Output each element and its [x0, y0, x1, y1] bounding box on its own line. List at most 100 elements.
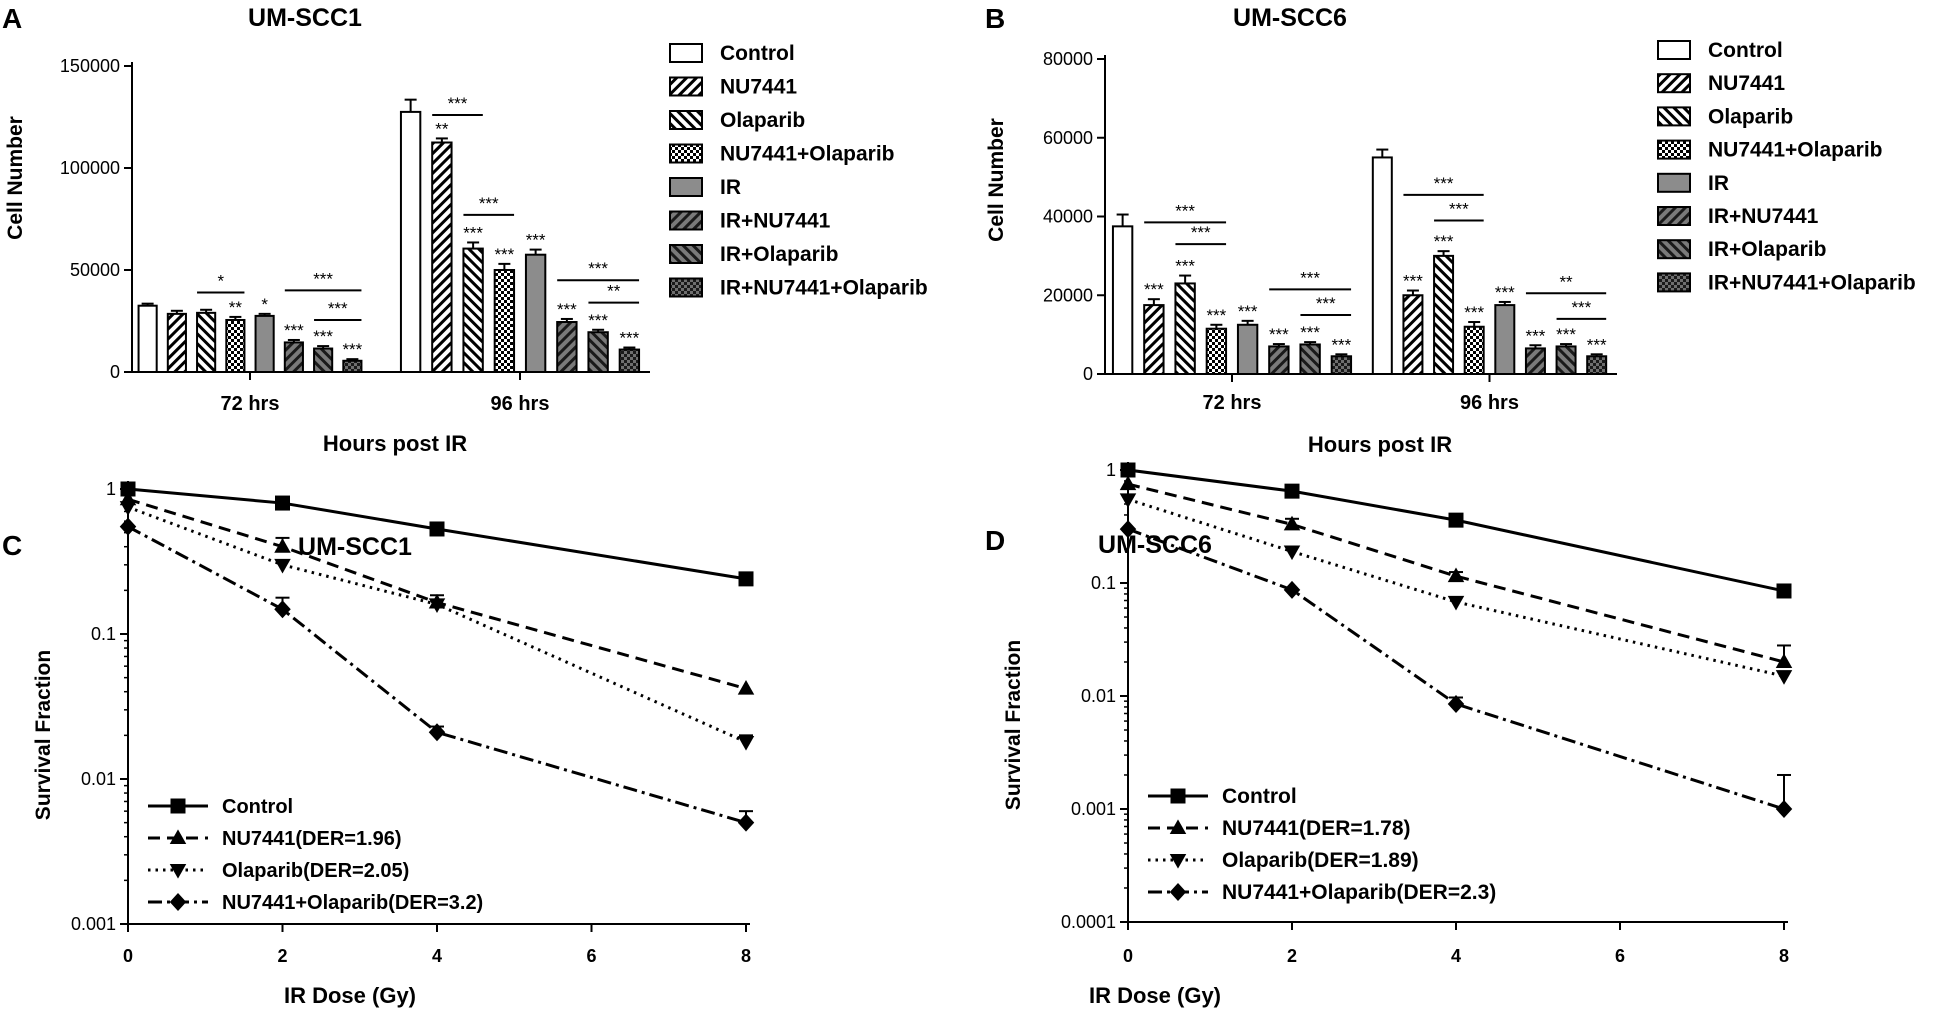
x-tick-label: 2 — [277, 946, 287, 966]
x-tick-label: 4 — [1451, 946, 1461, 966]
series-line-nu7441 — [127, 497, 747, 691]
legend-marker-olaparib — [169, 864, 187, 879]
data-point-control-x8 — [738, 571, 754, 587]
x-tick-label: 8 — [741, 946, 751, 966]
bar-control-72-hrs — [137, 304, 158, 374]
significance-label: *** — [1403, 272, 1423, 291]
bar-olaparib-96-hrs — [462, 247, 484, 373]
significance-label: *** — [342, 340, 362, 359]
significance-label: *** — [1464, 303, 1484, 322]
x-tick-label: 2 — [1287, 946, 1297, 966]
data-point-nu7441-olaparib-x8 — [1775, 800, 1793, 818]
significance-label: *** — [1206, 306, 1226, 325]
bar-ir-olaparib-72-hrs — [313, 347, 334, 374]
panel-b-legend: Control NU7441 Olaparib NU7441+Olaparib IR IR… — [1657, 39, 1916, 294]
y-tick-label: 0.0001 — [1061, 912, 1116, 932]
data-point-control-x0 — [1120, 462, 1136, 478]
panel-d-plot: 0.0001 0.001 0.01 0.1 1 0 2 4 6 8 — [1061, 460, 1793, 966]
panel-c-title: UM-SCC1 — [298, 533, 412, 561]
legend-label-nu7441-olaparib: NU7441+Olaparib — [1708, 139, 1883, 162]
bar-nu7441-olaparib-96-hrs — [493, 269, 516, 373]
y-tick-label: 0.001 — [1071, 799, 1116, 819]
data-point-nu7441-olaparib-x0 — [119, 517, 137, 536]
comparison-bracket-label: *** — [1434, 174, 1454, 193]
bar-ir-72-hrs — [254, 314, 275, 373]
series-line-control — [127, 487, 747, 581]
bar-nu7441-olaparib-72-hrs — [225, 318, 246, 374]
comparison-bracket-label: *** — [479, 194, 499, 213]
legend-marker-nu7441 — [1169, 819, 1187, 834]
data-point-control-x8 — [1776, 583, 1792, 599]
comparison-bracket-label: *** — [1449, 199, 1469, 218]
data-point-control-x4 — [1448, 512, 1464, 528]
panel-label-d: D — [985, 525, 1005, 556]
legend-swatch-ir-nu7441-olaparib — [1657, 272, 1691, 293]
y-tick-label: 100000 — [60, 158, 120, 178]
panel-a-y-axis-label: Cell Number — [4, 116, 27, 240]
panel-c-legend: Control NU7441(DER=1.96) Olaparib(DER=2.05… — [148, 796, 483, 914]
panel-b-y-axis-label: Cell Number — [985, 118, 1008, 242]
bar-ir-96-hrs — [524, 253, 547, 373]
y-tick-label: 150000 — [60, 56, 120, 76]
significance-label: *** — [557, 300, 577, 319]
legend-label-control: Control — [1222, 785, 1297, 808]
significance-label: *** — [1175, 257, 1195, 276]
legend-marker-nu7441-olaparib — [1169, 883, 1187, 901]
legend-swatch-ir — [1657, 172, 1691, 193]
comparison-bracket-label: *** — [448, 94, 468, 113]
significance-label: *** — [1556, 325, 1576, 344]
bar-ir-96-hrs — [1494, 304, 1516, 375]
data-point-olaparib-x8 — [737, 735, 755, 751]
panel-d-legend: Control NU7441(DER=1.78) Olaparib(DER=1.89… — [1148, 785, 1496, 904]
panel-label-a: A — [2, 3, 22, 34]
legend-label-control: Control — [720, 42, 795, 65]
bar-nu7441-72-hrs — [1143, 304, 1165, 375]
panel-d: UM-SCC6 Survival Fraction IR Dose (Gy) 0… — [1002, 460, 1793, 1008]
panel-b: UM-SCC6 Cell Number Hours post IR 0 20000… — [985, 4, 1916, 457]
data-point-nu7441-x2 — [274, 538, 291, 553]
bar-nu7441-72-hrs — [166, 312, 187, 373]
comparison-bracket-label: *** — [1175, 201, 1195, 220]
panel-a: UM-SCC1 Cell Number Hours post IR 0 50000… — [4, 4, 928, 456]
significance-label: *** — [494, 245, 514, 264]
x-tick-label: 6 — [1615, 946, 1625, 966]
data-point-olaparib-x0 — [1119, 493, 1137, 508]
significance-label: *** — [463, 223, 483, 242]
panel-d-y-axis-label: Survival Fraction — [1002, 640, 1025, 810]
data-point-olaparib-x0 — [119, 501, 137, 516]
significance-label: * — [261, 295, 268, 314]
significance-label: *** — [1144, 280, 1164, 299]
series-line-nu7441-olaparib — [127, 525, 747, 825]
legend-label-ir-olaparib: IR+Olaparib — [1708, 238, 1826, 261]
data-point-nu7441-olaparib-x0 — [1119, 520, 1137, 539]
significance-label: *** — [313, 327, 333, 346]
comparison-bracket-label: *** — [1571, 298, 1591, 317]
significance-label: *** — [1238, 302, 1258, 321]
y-tick-label: 0 — [1083, 364, 1093, 384]
bar-nu7441-96-hrs — [431, 141, 453, 373]
panel-c-y-axis-label: Survival Fraction — [32, 650, 55, 820]
bar-control-96-hrs — [399, 110, 422, 374]
legend-swatch-nu7441-olaparib — [1657, 139, 1691, 160]
comparison-bracket-label: *** — [1300, 268, 1320, 287]
bar-control-96-hrs — [1371, 156, 1393, 375]
bar-ir-nu7441-olaparib-72-hrs — [342, 359, 363, 373]
legend-label-nu7441-olaparib: NU7441+Olaparib(DER=2.3) — [1222, 881, 1496, 904]
data-point-control-x2 — [1284, 483, 1300, 499]
bar-ir-olaparib-96-hrs — [587, 331, 609, 373]
comparison-bracket-label: *** — [328, 299, 348, 318]
bar-nu7441-96-hrs — [1402, 294, 1424, 375]
y-tick-label: 0.1 — [91, 624, 116, 644]
significance-label: *** — [1495, 283, 1515, 302]
legend-swatch-ir — [669, 177, 703, 197]
x-tick-label: 6 — [586, 946, 596, 966]
legend-label-nu7441: NU7441(DER=1.78) — [1222, 817, 1411, 840]
significance-label: *** — [1331, 335, 1351, 354]
significance-label: *** — [1434, 232, 1454, 251]
legend-label-olaparib: Olaparib — [1708, 105, 1793, 128]
data-point-control-x2 — [275, 495, 290, 511]
panel-b-title: UM-SCC6 — [1233, 4, 1347, 32]
